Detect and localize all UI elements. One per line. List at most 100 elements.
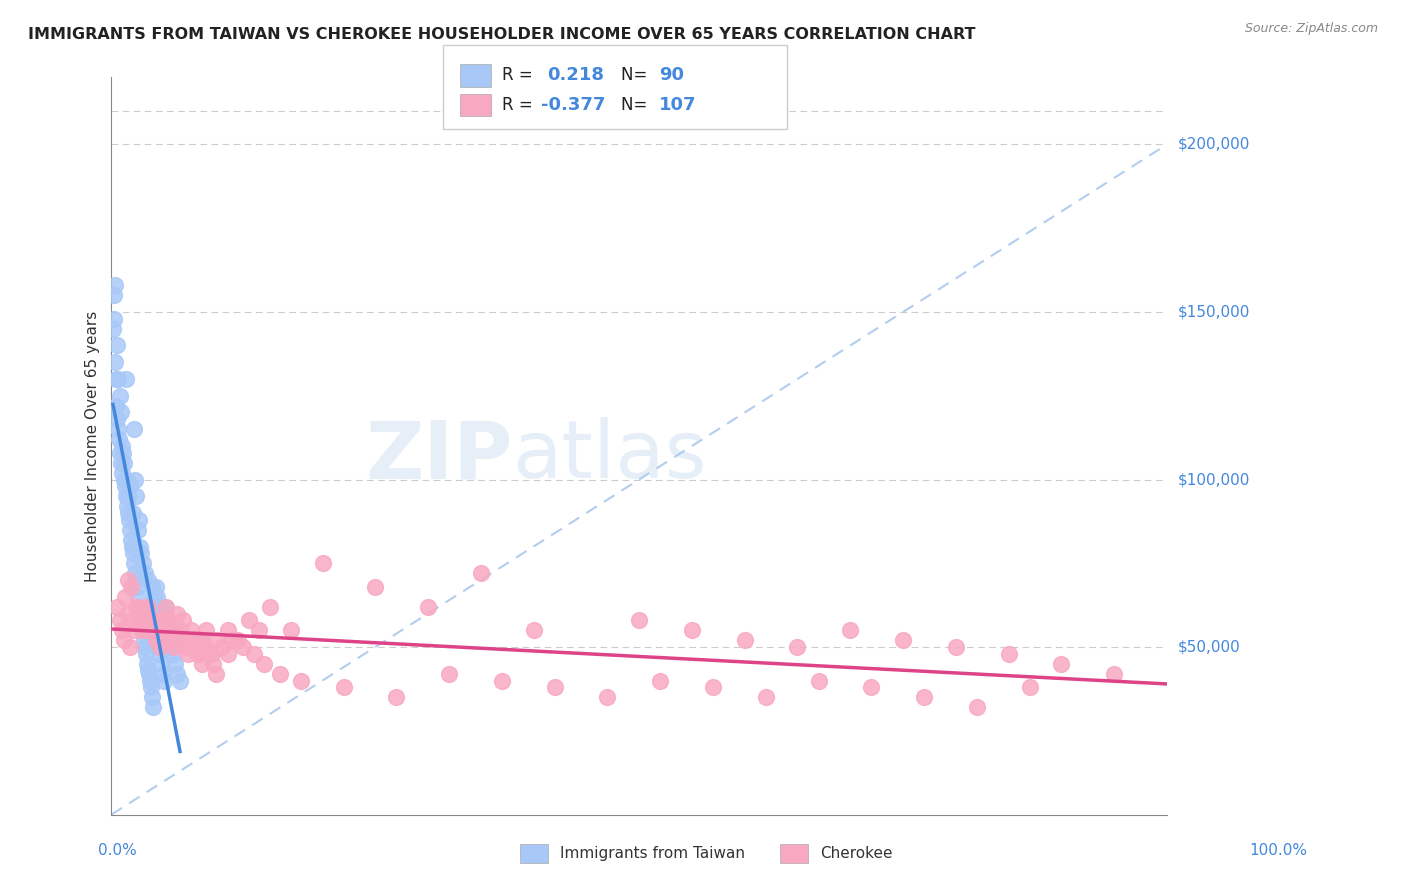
Point [153,599,176,614]
Point [155,599,177,614]
Point [156,613,179,627]
Point [997,647,1019,661]
Point [194,640,217,654]
Point [135,599,157,614]
Point [129,546,152,560]
Point [141,690,163,705]
Point [131,624,153,638]
Point [173,640,195,654]
Point [132,556,155,570]
Point [104,355,127,369]
Point [127,580,149,594]
Point [912,690,935,705]
Point [193,640,215,654]
Point [105,338,128,352]
Text: 0.0%: 0.0% [98,843,138,858]
Text: $100,000: $100,000 [1178,472,1250,487]
Point [124,566,146,581]
Point [117,573,139,587]
Point [138,573,160,587]
Point [103,288,125,302]
Point [195,624,218,638]
Point [332,680,354,694]
Text: Cherokee: Cherokee [820,847,893,861]
Point [163,640,186,654]
Point [170,633,193,648]
Point [117,473,139,487]
Point [135,647,157,661]
Point [628,613,651,627]
Point [149,640,172,654]
Point [891,633,914,648]
Point [150,624,173,638]
Point [120,533,142,547]
Point [117,607,139,621]
Point [142,624,165,638]
Text: N=: N= [621,66,652,85]
Point [134,640,156,654]
Point [180,633,202,648]
Point [124,624,146,638]
Text: atlas: atlas [513,417,707,495]
Point [280,624,302,638]
Point [1018,680,1040,694]
Point [523,624,546,638]
Point [143,624,166,638]
Text: R =: R = [502,95,538,114]
Point [153,633,176,648]
Point [127,599,149,614]
Point [138,599,160,614]
Point [437,666,460,681]
Point [148,613,170,627]
Point [115,372,138,386]
Point [129,607,152,621]
Point [152,666,174,681]
Point [127,590,149,604]
Point [105,412,128,426]
Point [217,624,239,638]
Point [103,311,125,326]
Point [128,613,150,627]
Point [134,624,156,638]
Text: $200,000: $200,000 [1178,137,1250,152]
Point [544,680,567,694]
Point [755,690,778,705]
Point [364,580,387,594]
Point [174,633,197,648]
Point [115,500,138,514]
Point [142,590,165,604]
Point [146,590,169,604]
Point [142,624,165,638]
Point [238,613,260,627]
Point [159,633,181,648]
Point [120,479,142,493]
Point [807,673,830,688]
Point [136,664,159,678]
Point [105,599,128,614]
Point [222,633,245,648]
Point [148,613,170,627]
Point [101,322,124,336]
Point [152,613,174,627]
Point [121,540,143,554]
Point [243,647,266,661]
Point [172,613,194,627]
Point [860,680,883,694]
Point [176,640,198,654]
Point [145,580,167,594]
Point [650,673,672,688]
Text: $150,000: $150,000 [1178,304,1250,319]
Point [786,640,808,654]
Point [112,456,135,470]
Point [121,613,143,627]
Point [596,690,619,705]
Point [187,647,209,661]
Point [311,556,333,570]
Point [107,372,129,386]
Point [124,473,146,487]
Point [184,640,207,654]
Point [121,506,143,520]
Point [159,613,181,627]
Point [205,666,228,681]
Point [103,278,125,293]
